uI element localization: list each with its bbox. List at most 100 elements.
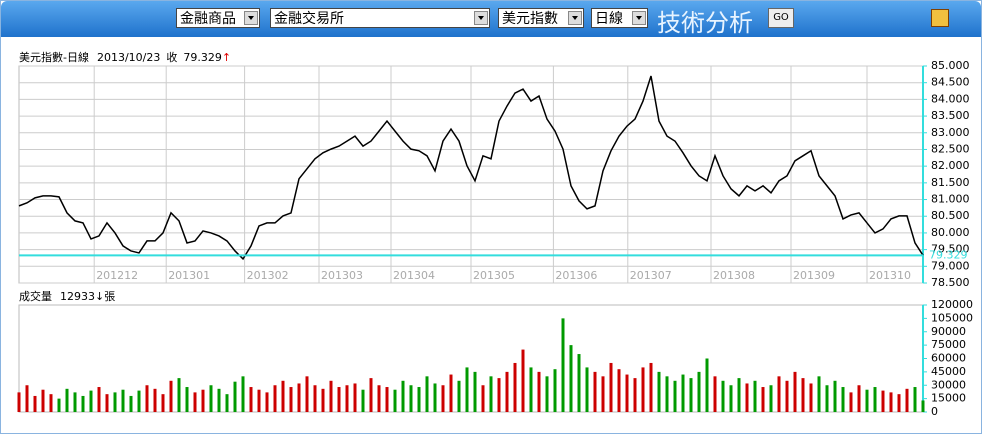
volume-bar xyxy=(273,385,277,412)
x-tick-label: 201302 xyxy=(247,269,289,282)
header-close-label: 收 xyxy=(166,50,177,64)
volume-bar xyxy=(521,349,525,412)
select-text: 金融商品 xyxy=(180,11,236,27)
volume-bar xyxy=(537,371,541,412)
y-tick-label: 105000 xyxy=(931,311,973,324)
volume-bar xyxy=(809,383,813,412)
y-tick-label: 84.500 xyxy=(931,76,970,89)
x-tick-label: 201306 xyxy=(555,269,597,282)
volume-bar xyxy=(897,394,901,412)
y-tick-label: 80.000 xyxy=(931,226,970,239)
y-tick-label: 120000 xyxy=(931,298,973,311)
volume-bar xyxy=(209,385,213,412)
y-tick-label: 82.000 xyxy=(931,159,970,172)
go-button[interactable]: GO xyxy=(768,8,794,28)
volume-bar xyxy=(649,362,653,412)
volume-bar xyxy=(97,387,101,412)
volume-bar xyxy=(153,388,157,412)
volume-header: 成交量 12933↓張 xyxy=(19,289,115,303)
volume-bar xyxy=(665,376,669,412)
volume-bar xyxy=(769,385,773,412)
volume-bar xyxy=(41,389,45,412)
y-tick-label: 15000 xyxy=(931,392,966,405)
volume-bar xyxy=(737,378,741,412)
volume-bar xyxy=(417,387,421,412)
volume-bar xyxy=(329,380,333,412)
volume-bar xyxy=(49,394,53,412)
volume-bar xyxy=(377,385,381,412)
volume-bar xyxy=(225,394,229,412)
volume-bar xyxy=(825,385,829,412)
volume-bar xyxy=(401,380,405,412)
x-tick-label: 201212 xyxy=(96,269,138,282)
price-line xyxy=(18,75,924,261)
volume-bar xyxy=(577,354,581,412)
volume-bar xyxy=(297,383,301,412)
y-tick-label: 0 xyxy=(931,405,938,418)
volume-bar xyxy=(385,387,389,412)
volume-bar xyxy=(657,371,661,412)
y-tick-label: 60000 xyxy=(931,352,966,365)
volume-bar xyxy=(745,383,749,412)
volume-bar xyxy=(561,318,565,412)
volume-bar xyxy=(881,390,885,412)
symbol-select[interactable]: 美元指數 xyxy=(498,8,584,28)
volume-bar xyxy=(345,385,349,412)
volume-bar xyxy=(201,389,205,412)
y-tick-label: 83.500 xyxy=(931,109,970,122)
volume-bar xyxy=(129,395,133,412)
volume-bar xyxy=(905,388,909,412)
volume-bar xyxy=(505,371,509,412)
volume-bar xyxy=(529,367,533,412)
export-icon[interactable] xyxy=(931,9,949,27)
volume-bar xyxy=(73,392,77,412)
x-tick-label: 201304 xyxy=(393,269,435,282)
volume-bar xyxy=(409,385,413,412)
volume-bar xyxy=(793,371,797,412)
volume-bar xyxy=(337,387,341,412)
volume-bar xyxy=(25,385,29,412)
volume-bar xyxy=(113,392,117,412)
exchange-select[interactable]: 金融交易所 xyxy=(270,8,490,28)
volume-bar xyxy=(865,389,869,412)
volume-bar xyxy=(169,380,173,412)
volume-bar xyxy=(425,376,429,412)
product-select[interactable]: 金融商品 xyxy=(176,8,260,28)
volume-bar xyxy=(473,371,477,412)
volume-bar xyxy=(281,380,285,412)
volume-bar xyxy=(497,378,501,412)
volume-bar xyxy=(921,400,925,412)
volume-bar xyxy=(913,387,917,412)
volume-bar xyxy=(465,367,469,412)
volume-bar xyxy=(761,387,765,412)
volume-bar xyxy=(353,383,357,412)
volume-bar xyxy=(449,374,453,412)
volume-bar xyxy=(361,389,365,412)
volume-bar xyxy=(601,376,605,412)
volume-bar xyxy=(185,387,189,412)
x-tick-label: 201308 xyxy=(713,269,755,282)
y-tick-label: 82.500 xyxy=(931,142,970,155)
header-arrow: ↑ xyxy=(222,51,231,64)
volume-bar xyxy=(289,387,293,412)
y-tick-label: 85.000 xyxy=(931,59,970,72)
volume-bar xyxy=(257,389,261,412)
volume-bar xyxy=(609,362,613,412)
volume-bar xyxy=(105,394,109,412)
y-tick-label: 84.000 xyxy=(931,92,970,105)
header-unit: 張 xyxy=(104,290,115,303)
header-title: 成交量 xyxy=(19,289,52,303)
volume-bar xyxy=(513,362,517,412)
volume-bar xyxy=(705,358,709,412)
volume-bar xyxy=(137,390,141,412)
volume-bar xyxy=(305,376,309,412)
volume-bar xyxy=(617,369,621,412)
volume-bar xyxy=(721,380,725,412)
x-tick-label: 201309 xyxy=(793,269,835,282)
period-select[interactable]: 日線 xyxy=(591,8,648,28)
volume-bar xyxy=(681,374,685,412)
header-date: 2013/10/23 xyxy=(97,51,160,64)
y-tick-label: 81.500 xyxy=(931,176,970,189)
y-tick-label: 45000 xyxy=(931,365,966,378)
